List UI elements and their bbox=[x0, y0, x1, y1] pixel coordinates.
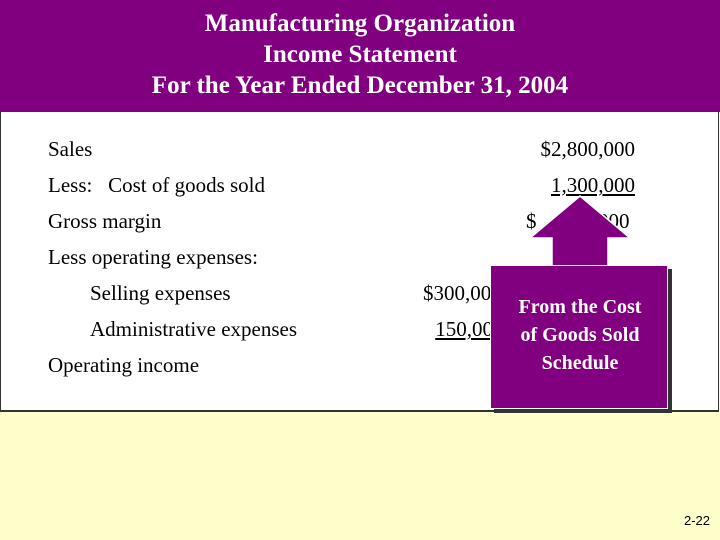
title-line-2: Income Statement bbox=[263, 41, 457, 68]
cogs-value: 1,300,000 bbox=[551, 173, 635, 197]
selling-expenses-label: Selling expenses bbox=[90, 281, 231, 305]
cost-of-goods-sold-callout bbox=[490, 265, 668, 409]
cogs-label: Less: Cost of goods sold bbox=[48, 173, 266, 197]
page-number: 2-22 bbox=[683, 513, 710, 528]
gross-margin-value-end: 000 bbox=[598, 209, 630, 233]
selling-expenses-value: $300,00 bbox=[423, 281, 492, 305]
title-line-1: Manufacturing Organization bbox=[204, 10, 516, 37]
callout-line-1: From the Cost bbox=[518, 296, 642, 318]
operating-income-label: Operating income bbox=[48, 353, 200, 377]
administrative-expenses-label: Administrative expenses bbox=[90, 317, 298, 341]
title-line-3: For the Year Ended December 31, 2004 bbox=[151, 72, 569, 99]
callout-line-3: Schedule bbox=[541, 352, 619, 374]
gross-margin-label: Gross margin bbox=[48, 209, 162, 233]
callout-text: From the Cost of Goods Sold Schedule bbox=[494, 293, 666, 377]
administrative-expenses-value: 150,00 bbox=[435, 317, 493, 341]
callout-line-2: of Goods Sold bbox=[520, 324, 640, 346]
sales-value: $2,800,000 bbox=[540, 137, 636, 161]
gross-margin-value-start: $ bbox=[526, 209, 537, 233]
sales-label: Sales bbox=[48, 137, 93, 161]
slide-title: Manufacturing Organization Income Statem… bbox=[0, 0, 720, 112]
operating-expenses-label: Less operating expenses: bbox=[48, 245, 258, 269]
